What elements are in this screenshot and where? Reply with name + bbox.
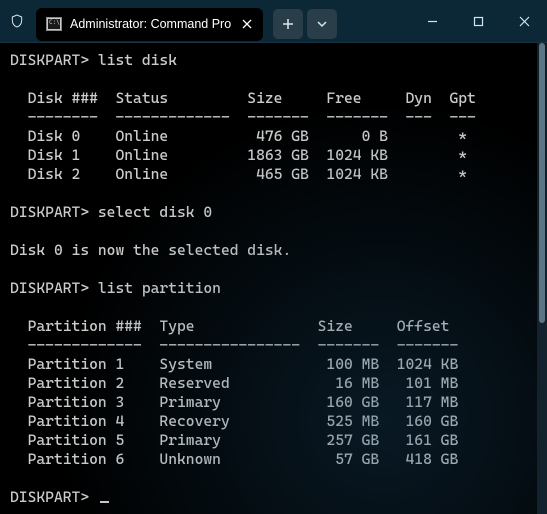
cursor — [100, 501, 109, 503]
cmd-icon — [46, 17, 62, 31]
tab-close-button[interactable] — [239, 16, 255, 32]
terminal-line: Partition 1 System 100 MB 1024 KB — [10, 355, 458, 373]
window-close-button[interactable] — [501, 1, 547, 41]
terminal-line: Partition 3 Primary 160 GB 117 MB — [10, 393, 458, 411]
terminal-line: Partition ### Type Size Offset — [10, 317, 449, 335]
new-tab-button[interactable] — [273, 9, 303, 39]
terminal-line: DISKPART> select disk 0 — [10, 203, 212, 221]
terminal-line: Disk ### Status Size Free Dyn Gpt — [10, 89, 476, 107]
terminal-output[interactable]: DISKPART> list disk Disk ### Status Size… — [0, 43, 547, 514]
terminal-line: Disk 0 Online 476 GB 0 B * — [10, 127, 467, 145]
titlebar[interactable]: Administrator: Command Pro — [0, 0, 547, 43]
terminal-prompt-line: DISKPART> — [10, 488, 98, 506]
active-tab[interactable]: Administrator: Command Pro — [36, 8, 263, 41]
terminal-line: Disk 1 Online 1863 GB 1024 KB * — [10, 146, 467, 164]
minimize-button[interactable] — [409, 1, 455, 41]
terminal-line: Partition 4 Recovery 525 MB 160 GB — [10, 412, 458, 430]
terminal-line: DISKPART> list partition — [10, 279, 221, 297]
terminal-line: ------------- ---------------- ------- -… — [10, 336, 458, 354]
scrollbar-thumb[interactable] — [539, 43, 545, 323]
terminal-line: Disk 2 Online 465 GB 1024 KB * — [10, 165, 467, 183]
terminal-line: -------- ------------- ------- ------- -… — [10, 108, 476, 126]
tab-dropdown-button[interactable] — [307, 9, 337, 39]
shield-icon — [8, 12, 26, 30]
terminal-line: Partition 5 Primary 257 GB 161 GB — [10, 431, 458, 449]
terminal-line: Disk 0 is now the selected disk. — [10, 241, 291, 259]
terminal-line: Partition 2 Reserved 16 MB 101 MB — [10, 374, 458, 392]
scrollbar[interactable] — [537, 43, 547, 514]
terminal-line: Partition 6 Unknown 57 GB 418 GB — [10, 450, 458, 468]
terminal-line: DISKPART> list disk — [10, 51, 177, 69]
tab-title: Administrator: Command Pro — [70, 17, 231, 31]
terminal-window: Administrator: Command Pro DISKPART> lis… — [0, 0, 547, 514]
maximize-button[interactable] — [455, 1, 501, 41]
